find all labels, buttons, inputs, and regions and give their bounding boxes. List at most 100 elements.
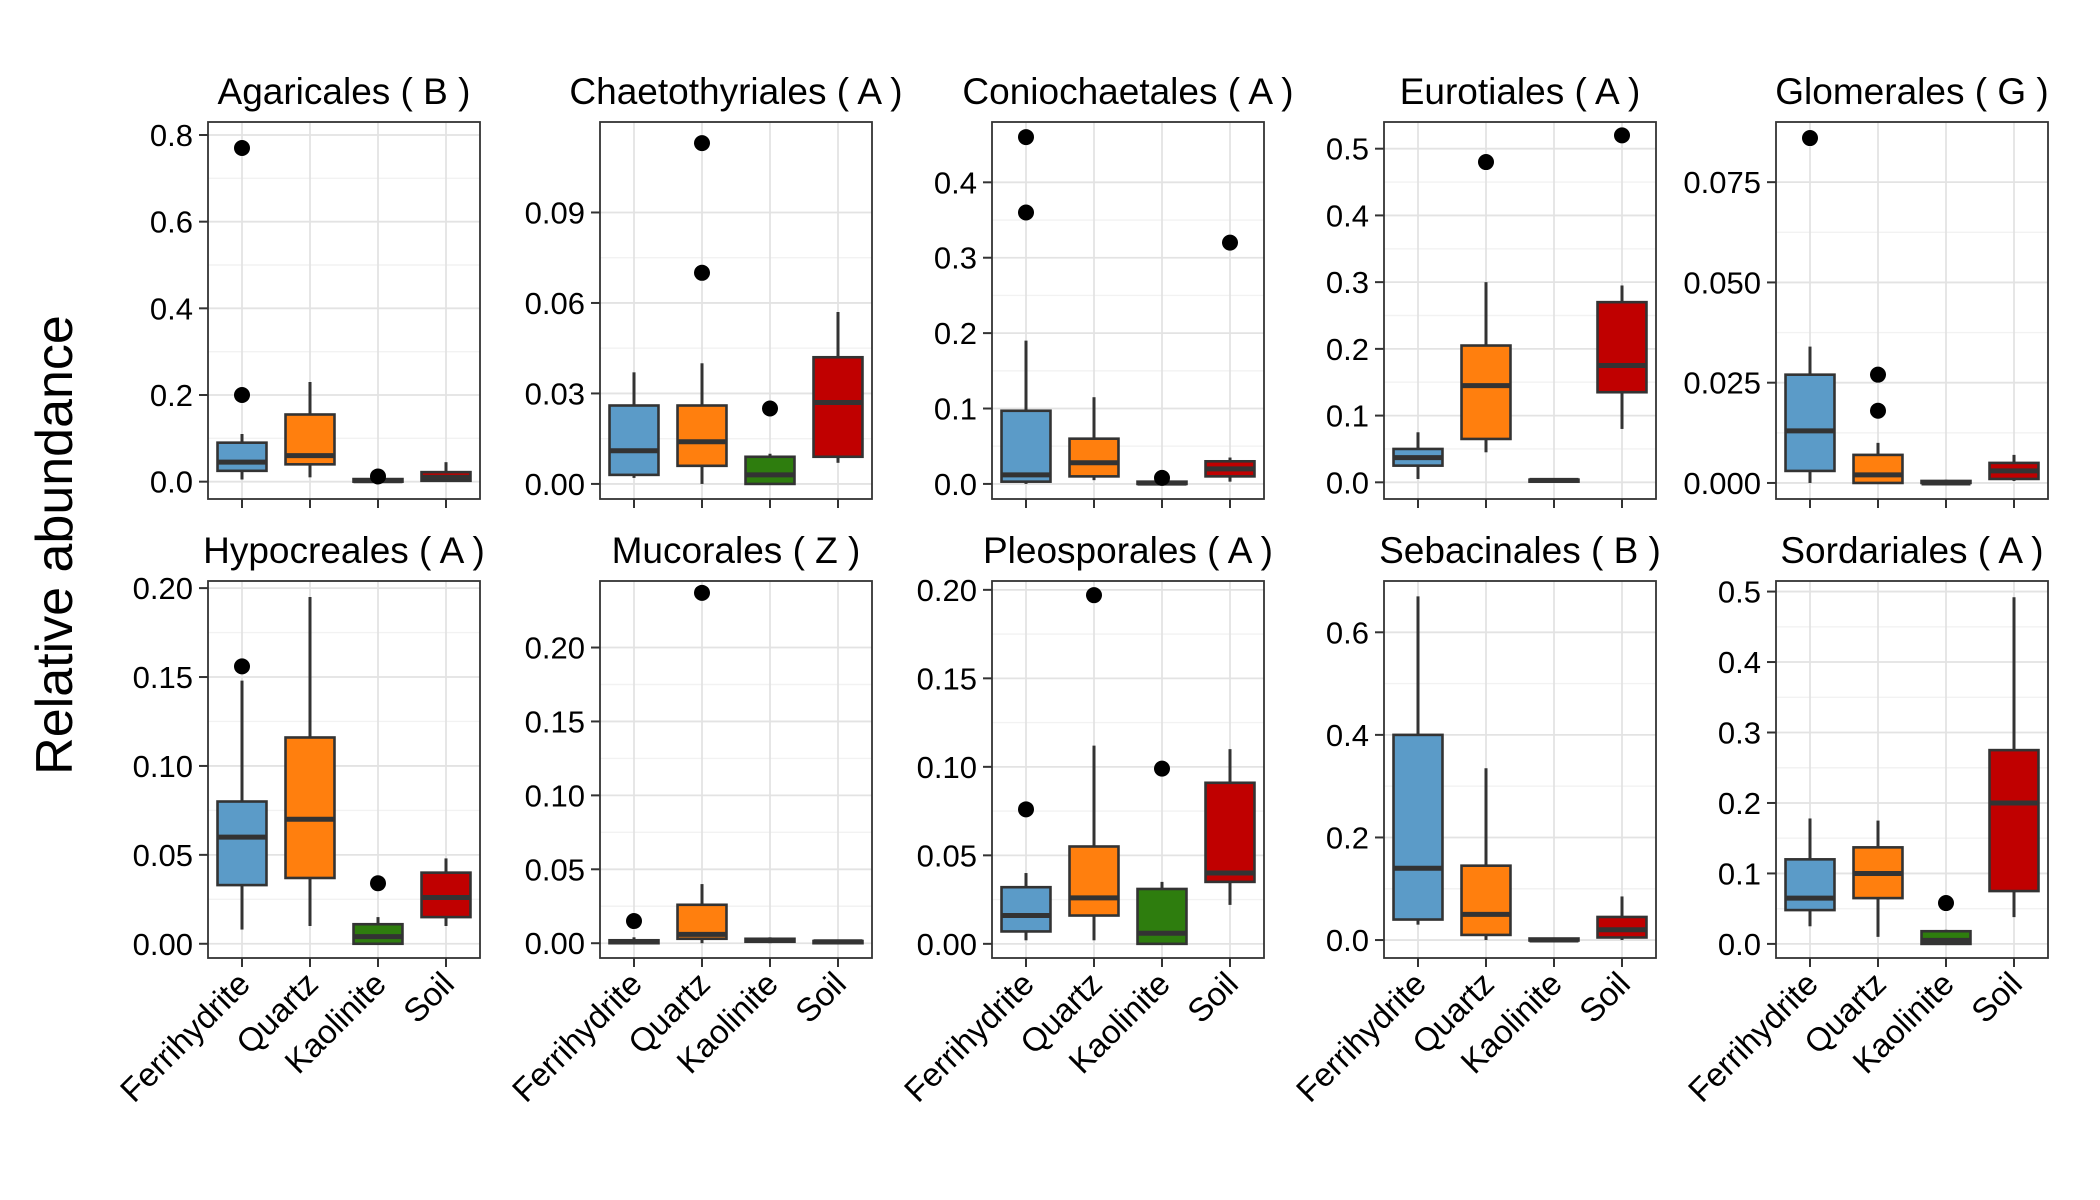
box-quartz <box>1068 397 1120 481</box>
iqr-box <box>1460 864 1512 937</box>
y-tick-label: 0.4 <box>1326 718 1369 753</box>
box-ferrihydrite <box>1000 129 1052 484</box>
y-tick-label: 0.06 <box>525 286 585 321</box>
outlier-point <box>234 387 250 403</box>
box-ferrihydrite <box>608 913 660 945</box>
box-soil <box>1988 597 2040 918</box>
box-soil <box>1988 454 2040 481</box>
y-tick-label: 0.20 <box>525 631 585 666</box>
iqr-box <box>1852 453 1904 485</box>
outlier-point <box>1614 127 1630 144</box>
box-quartz <box>1460 154 1512 453</box>
outlier-point <box>1086 587 1102 604</box>
y-tick-label: 0.1 <box>934 392 977 427</box>
iqr-box <box>1000 409 1052 483</box>
y-tick-label: 0.5 <box>1718 575 1761 610</box>
box-soil <box>1204 749 1256 905</box>
panel-title: Chaetothyriales ( A ) <box>569 71 902 112</box>
box-quartz <box>1460 768 1512 941</box>
y-tick-label: 0.2 <box>150 378 193 413</box>
outlier-point <box>1018 801 1034 818</box>
y-tick-label: 0.075 <box>1683 165 1761 200</box>
panel-eurotiales-a: 0.0 0.1 0.2 0.3 0.4 0.5 Eurotiales ( A ) <box>1326 71 1657 508</box>
panel-title: Glomerales ( G ) <box>1775 71 2048 112</box>
panel-title: Coniochaetales ( A ) <box>962 71 1293 112</box>
outlier-point <box>1938 895 1954 912</box>
outlier-point <box>1870 402 1886 419</box>
y-tick-label: 0.000 <box>1683 466 1761 501</box>
panel-title: Sebacinales ( B ) <box>1379 530 1661 571</box>
panel-coniochaetales-a: 0.0 0.1 0.2 0.3 0.4 Coniochaetales ( A ) <box>934 71 1294 508</box>
panel-border <box>599 580 873 959</box>
x-tick-label-soil: Soil <box>1180 965 1245 1030</box>
y-tick-label: 0.00 <box>525 926 585 961</box>
y-tick-label: 0.5 <box>1326 132 1369 167</box>
outlier-point <box>1802 130 1818 147</box>
y-tick-label: 0.8 <box>150 118 193 153</box>
y-tick-label: 0.6 <box>1326 615 1369 650</box>
iqr-box <box>1000 885 1052 933</box>
iqr-box <box>1784 373 1836 473</box>
panel-border <box>207 121 481 500</box>
iqr-box <box>1988 748 2040 893</box>
panel-title: Hypocreales ( A ) <box>203 530 485 571</box>
y-tick-label: 0.2 <box>1718 786 1761 821</box>
box-ferrihydrite <box>216 140 268 480</box>
y-tick-label: 0.0 <box>934 467 977 502</box>
y-tick-label: 0.2 <box>1326 820 1369 855</box>
outlier-point <box>370 875 386 892</box>
iqr-box <box>812 355 864 459</box>
panel-border <box>207 580 481 959</box>
x-tick-label-soil: Soil <box>396 965 461 1030</box>
y-tick-label: 0.20 <box>133 571 193 606</box>
iqr-box <box>744 455 796 486</box>
y-tick-label: 0.4 <box>150 291 193 326</box>
panel-border <box>1383 580 1657 959</box>
panel-sordariales-a: 0.00.10.20.30.40.5FerrihydriteQuartzKaol… <box>1681 530 2049 1109</box>
panel-background <box>208 122 480 499</box>
y-tick-label: 0.10 <box>525 778 585 813</box>
box-kaolinite <box>1528 937 1580 943</box>
y-tick-label: 0.15 <box>133 660 193 695</box>
box-quartz <box>1852 820 1904 937</box>
iqr-box <box>676 404 728 468</box>
box-ferrihydrite <box>216 658 268 930</box>
y-axis-label: Relative abundance <box>26 315 84 775</box>
y-tick-label: 0.20 <box>917 573 977 608</box>
box-kaolinite <box>744 937 796 944</box>
y-tick-label: 0.15 <box>917 661 977 696</box>
box-kaolinite <box>1528 477 1580 483</box>
y-tick-label: 0.10 <box>133 749 193 784</box>
iqr-box <box>1068 437 1120 478</box>
box-quartz <box>1068 587 1120 941</box>
box-kaolinite <box>744 400 796 486</box>
panel-title: Sordariales ( A ) <box>1780 530 2043 571</box>
outlier-point <box>762 400 778 417</box>
box-kaolinite <box>1136 760 1188 946</box>
outlier-point <box>1018 204 1034 221</box>
box-kaolinite <box>352 875 404 946</box>
box-soil <box>420 858 472 926</box>
iqr-box <box>420 871 472 919</box>
iqr-box <box>352 922 404 946</box>
outlier-point <box>1222 234 1238 251</box>
box-ferrihydrite <box>1000 801 1052 941</box>
iqr-box <box>1204 781 1256 884</box>
y-tick-label: 0.0 <box>1326 465 1369 500</box>
panel-title: Mucorales ( Z ) <box>612 530 861 571</box>
box-kaolinite <box>1920 895 1972 946</box>
box-quartz <box>284 382 336 478</box>
y-tick-label: 0.03 <box>525 376 585 411</box>
box-quartz <box>676 135 728 484</box>
panel-title: Pleosporales ( A ) <box>983 530 1273 571</box>
iqr-box <box>1596 915 1648 939</box>
y-tick-label: 0.15 <box>525 704 585 739</box>
y-tick-label: 0.00 <box>917 927 977 962</box>
box-soil <box>1596 127 1648 429</box>
outlier-point <box>1870 366 1886 383</box>
box-kaolinite <box>1920 479 1972 486</box>
iqr-box <box>1392 733 1444 921</box>
box-soil <box>812 939 864 945</box>
y-tick-label: 0.4 <box>1718 645 1761 680</box>
